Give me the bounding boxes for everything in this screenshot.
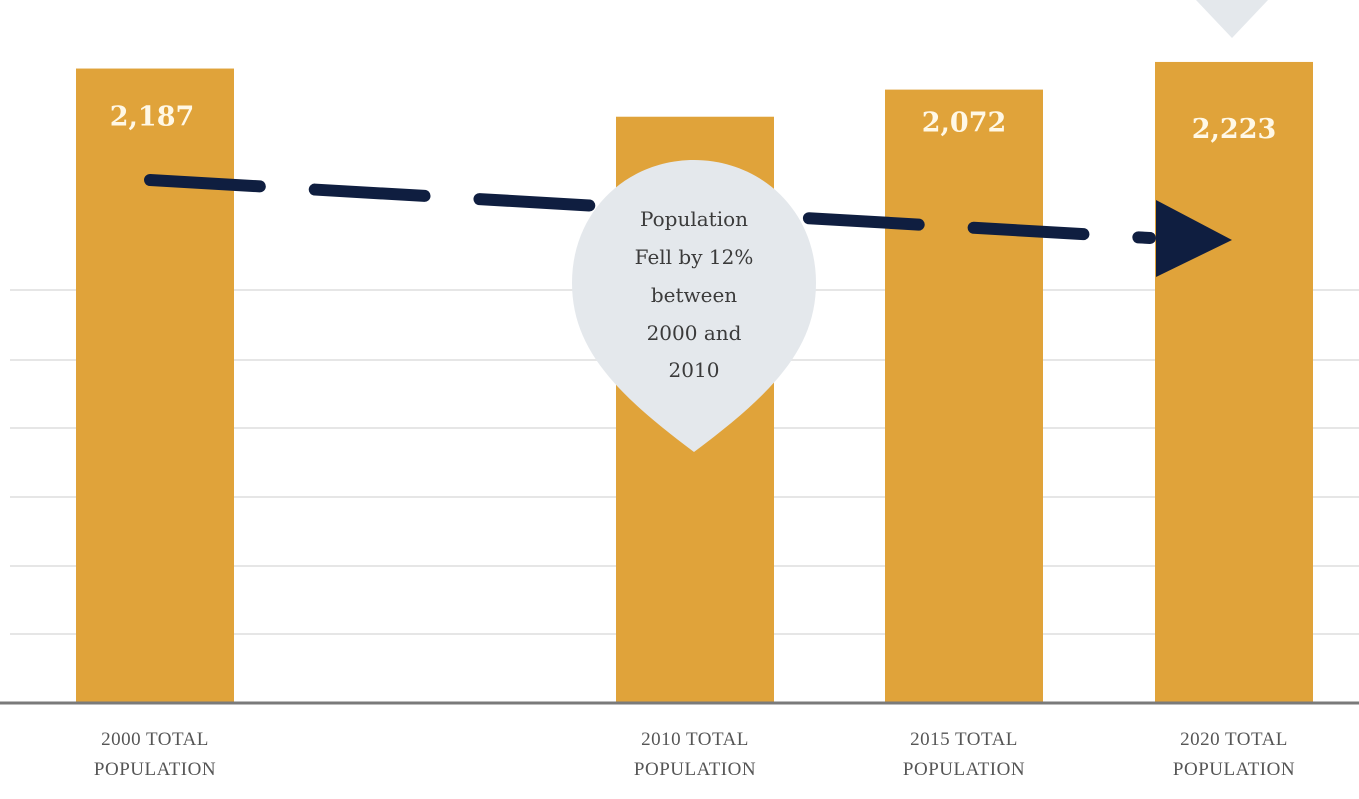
annotation-callout: Population Fell by 12% between 2000 and 2010 bbox=[572, 160, 816, 452]
bar-3 bbox=[1155, 61, 1313, 703]
callout-line-1: Fell by 12% bbox=[635, 245, 754, 269]
category-label-2-1: POPULATION bbox=[903, 759, 1025, 780]
category-label-3-0: 2020 TOTAL bbox=[1180, 729, 1288, 750]
value-label-3: 2,223 bbox=[1192, 114, 1277, 145]
callout-line-3: 2000 and bbox=[647, 321, 742, 345]
value-label-0: 2,187 bbox=[110, 102, 195, 133]
category-label-3-1: POPULATION bbox=[1173, 759, 1295, 780]
callout-shape bbox=[572, 160, 816, 452]
value-label-2: 2,072 bbox=[922, 108, 1007, 139]
callout-line-2: between bbox=[651, 283, 737, 307]
callout-line-4: 2010 bbox=[669, 358, 720, 382]
category-label-1-1: POPULATION bbox=[634, 759, 756, 780]
callout-pin-top bbox=[1196, 0, 1268, 38]
bar-2 bbox=[885, 89, 1043, 703]
trend-arrowhead bbox=[1156, 200, 1232, 277]
category-label-0-0: 2000 TOTAL bbox=[101, 729, 209, 750]
category-label-1-0: 2010 TOTAL bbox=[641, 729, 749, 750]
callout-line-0: Population bbox=[640, 207, 748, 231]
bar-0 bbox=[76, 68, 234, 703]
category-label-2-0: 2015 TOTAL bbox=[910, 729, 1018, 750]
category-label-0-1: POPULATION bbox=[94, 759, 216, 780]
category-labels: 2000 TOTAL POPULATION 2010 TOTAL POPULATION… bbox=[94, 729, 1295, 780]
